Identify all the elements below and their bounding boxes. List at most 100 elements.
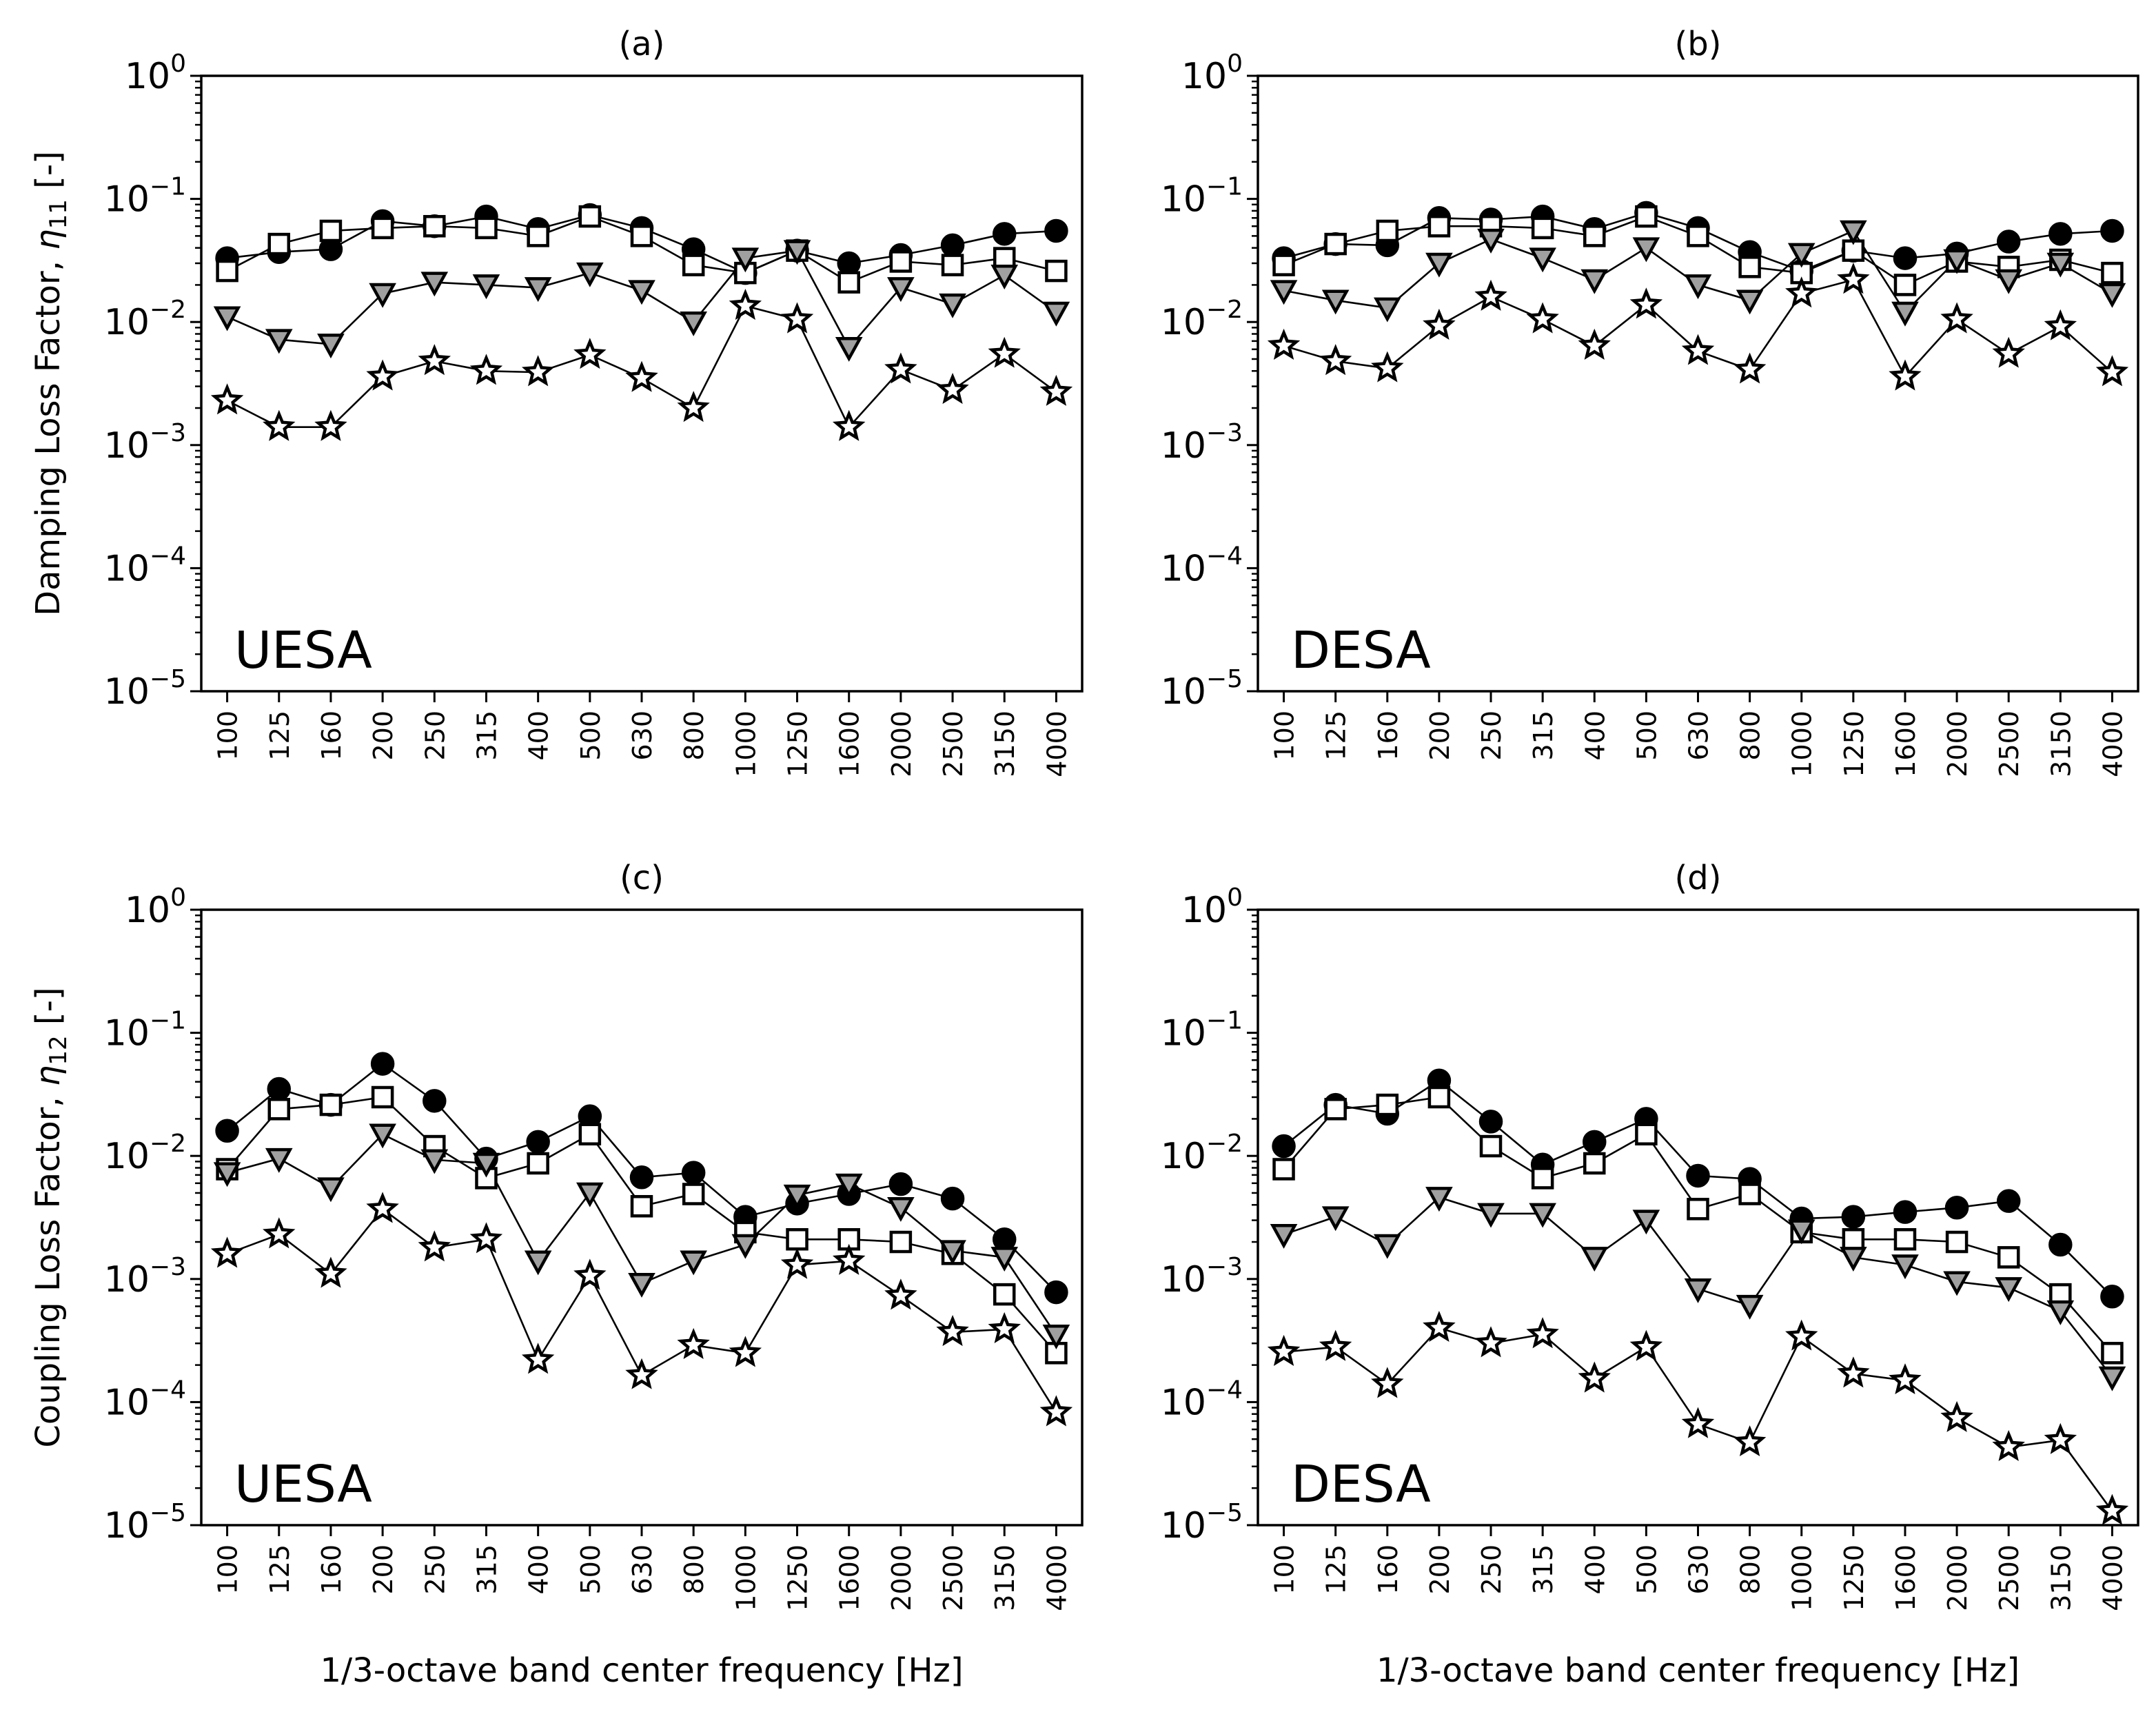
x-tick-label: 3150 [990, 1544, 1020, 1611]
x-tick-label: 2500 [938, 1544, 968, 1611]
y-tick-label: 100 [125, 50, 186, 97]
y-tick-label: 10−1 [1161, 1007, 1243, 1054]
data-point-star [2044, 1422, 2077, 1454]
data-point-star [1889, 1363, 1922, 1395]
data-point-star [366, 359, 399, 391]
x-tick-label: 125 [265, 1544, 295, 1595]
data-point-triangle [369, 283, 396, 308]
data-point-star [884, 352, 917, 384]
data-point-square [1427, 1085, 1451, 1109]
data-point-star [677, 391, 710, 422]
data-point-square [319, 1093, 343, 1116]
data-point-star [1423, 1311, 1456, 1342]
x-tick-label: 1250 [1839, 1544, 1869, 1611]
data-point-circle [681, 1161, 706, 1185]
data-point-star [1267, 1334, 1301, 1367]
data-point-star [832, 1243, 866, 1275]
data-point-triangle [628, 1273, 655, 1298]
data-point-circle [940, 1186, 965, 1211]
data-point-triangle [990, 265, 1019, 289]
series-line-square [226, 1096, 1057, 1354]
data-point-triangle [1373, 1234, 1401, 1259]
data-point-star [469, 354, 503, 385]
y-tick-label: 10−1 [104, 1007, 186, 1054]
data-point-triangle [939, 293, 966, 318]
x-tick-label: 3150 [2046, 1544, 2076, 1611]
data-point-triangle [265, 1147, 293, 1173]
data-point-circle [1272, 1134, 1296, 1159]
data-point-triangle [369, 1123, 396, 1149]
data-point-triangle [1042, 301, 1070, 327]
data-point-circle [992, 1227, 1017, 1252]
data-point-star [884, 1278, 917, 1310]
x-tick-label: 630 [627, 711, 658, 761]
data-point-star [1371, 351, 1404, 382]
x-tick-label: 250 [1476, 711, 1507, 761]
x-tick-label: 250 [1476, 1544, 1507, 1595]
data-point-triangle [1995, 269, 2023, 294]
x-tick-label: 630 [627, 1544, 658, 1595]
data-point-square [1893, 274, 1917, 296]
data-point-triangle [1632, 237, 1660, 263]
x-tick-label: 200 [1425, 1544, 1455, 1595]
data-point-star [1681, 1407, 1715, 1438]
data-point-circle [1996, 229, 2021, 254]
x-tick-label: 400 [524, 1544, 554, 1595]
axes-frame [200, 908, 1084, 1527]
data-point-triangle [2046, 252, 2075, 278]
data-point-star [263, 409, 296, 441]
data-point-star [780, 302, 814, 334]
data-point-square [786, 1228, 808, 1251]
data-point-square [1376, 219, 1399, 243]
data-point-star [1319, 1329, 1352, 1361]
data-point-circle [423, 1089, 447, 1113]
data-point-triangle [1840, 1247, 1867, 1272]
x-tick-label: 315 [1528, 711, 1558, 761]
y-tick-label: 10−5 [1161, 665, 1243, 713]
panel-title: (c) [620, 859, 664, 897]
x-tick-label: 1250 [783, 711, 813, 777]
data-point-star [625, 1358, 658, 1389]
data-point-star [780, 1247, 814, 1279]
data-point-circle [1686, 1163, 1710, 1188]
x-tick-label: 4000 [2097, 711, 2128, 777]
data-point-circle [629, 1165, 654, 1190]
data-point-star [2095, 1493, 2129, 1525]
y-tick-label: 10−5 [104, 1499, 186, 1547]
x-tick-label: 100 [213, 711, 243, 761]
data-point-triangle [1529, 247, 1556, 273]
data-point-triangle [2098, 283, 2126, 308]
data-point-triangle [1840, 220, 1867, 245]
y-tick-label: 10−2 [104, 296, 186, 343]
data-point-star [418, 344, 451, 376]
panel-title: (b) [1675, 25, 1722, 63]
data-point-star [1837, 263, 1870, 294]
data-point-square [889, 250, 913, 273]
x-tick-label: 200 [1425, 711, 1455, 761]
data-point-square [1324, 232, 1347, 256]
data-point-square [578, 1123, 602, 1146]
y-tick-label: 10−2 [1161, 1130, 1243, 1177]
data-point-triangle [524, 1250, 552, 1276]
x-tick-label: 4000 [2097, 1544, 2128, 1611]
data-point-star [1629, 287, 1663, 319]
data-point-triangle [1580, 1247, 1609, 1272]
data-point-square [527, 1152, 549, 1175]
x-tick-label: 4000 [1041, 1544, 1072, 1611]
data-point-star [1992, 1430, 2025, 1461]
x-tick-label: 1250 [1839, 711, 1869, 777]
data-point-star [1992, 336, 2025, 368]
x-tick-label: 4000 [1041, 711, 1072, 777]
x-tick-label: 800 [679, 1544, 709, 1595]
panel-annotation: UESA [234, 1455, 372, 1514]
y-tick-label: 10−4 [104, 1376, 186, 1423]
data-point-star [1681, 334, 1715, 365]
data-point-square [475, 216, 498, 240]
x-tick-label: 800 [1736, 1544, 1766, 1595]
data-point-triangle [1891, 1254, 1919, 1280]
data-point-triangle [1477, 228, 1505, 254]
data-point-square [267, 232, 291, 256]
x-tick-label: 2500 [1994, 1544, 2024, 1611]
data-point-triangle [317, 334, 345, 359]
